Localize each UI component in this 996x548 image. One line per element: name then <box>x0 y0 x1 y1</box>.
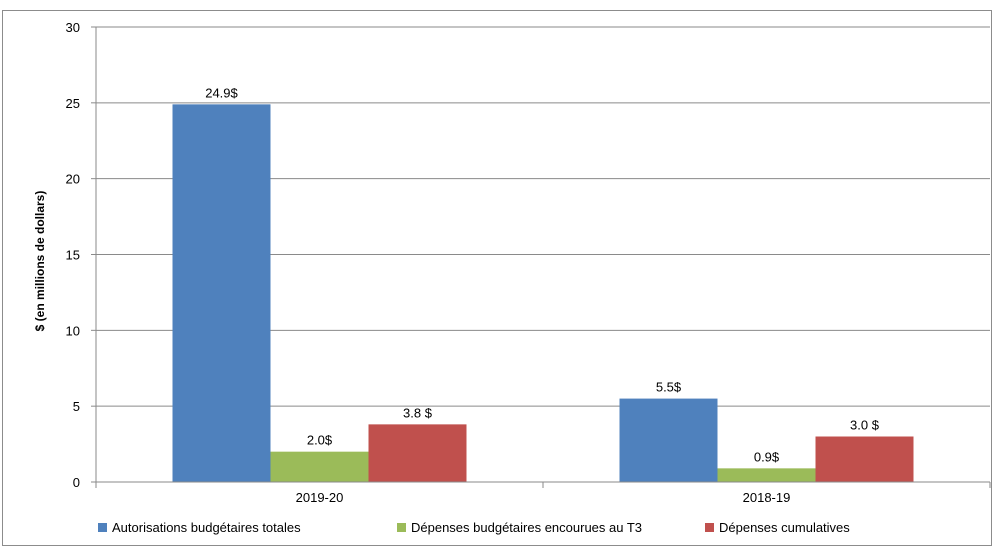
axes <box>91 26 991 488</box>
y-tick-label: 15 <box>66 248 80 263</box>
data-label: 2.0$ <box>307 433 333 448</box>
data-label: 24.9$ <box>205 85 238 100</box>
data-label: 3.8 $ <box>403 405 433 420</box>
legend-entry: Dépenses budgétaires encourues au T3 <box>411 520 642 535</box>
legend-swatch <box>98 523 107 532</box>
legend: Autorisations budgétaires totales Dépense… <box>98 520 850 535</box>
legend-entry: Autorisations budgétaires totales <box>112 520 301 535</box>
y-tick-label: 5 <box>73 399 80 414</box>
y-tick-label: 10 <box>66 323 80 338</box>
bar <box>619 398 718 482</box>
x-tick-label: 2018-19 <box>743 490 791 505</box>
bar <box>717 468 816 482</box>
bars <box>172 104 914 482</box>
legend-entry: Dépenses cumulatives <box>719 520 850 535</box>
data-label: 5.5$ <box>656 380 682 395</box>
y-tick-labels: 0 5 10 15 20 25 30 <box>66 20 80 490</box>
data-labels: 24.9$ 2.0$ 3.8 $ 5.5$ 0.9$ 3.0 $ <box>205 85 879 464</box>
y-tick-label: 0 <box>73 475 80 490</box>
bar <box>172 104 271 482</box>
data-label: 3.0 $ <box>850 418 880 433</box>
y-tick-label: 30 <box>66 20 80 35</box>
legend-swatch <box>705 523 714 532</box>
x-tick-label: 2019-20 <box>296 490 344 505</box>
bar <box>815 436 914 482</box>
legend-swatch <box>397 523 406 532</box>
y-tick-label: 25 <box>66 96 80 111</box>
data-label: 0.9$ <box>754 449 780 464</box>
x-tick-labels: 2019-20 2018-19 <box>296 490 791 505</box>
y-axis-label: $ (en millions de dollars) <box>33 191 47 332</box>
y-tick-label: 20 <box>66 172 80 187</box>
bar <box>368 424 467 482</box>
bar <box>270 451 369 482</box>
